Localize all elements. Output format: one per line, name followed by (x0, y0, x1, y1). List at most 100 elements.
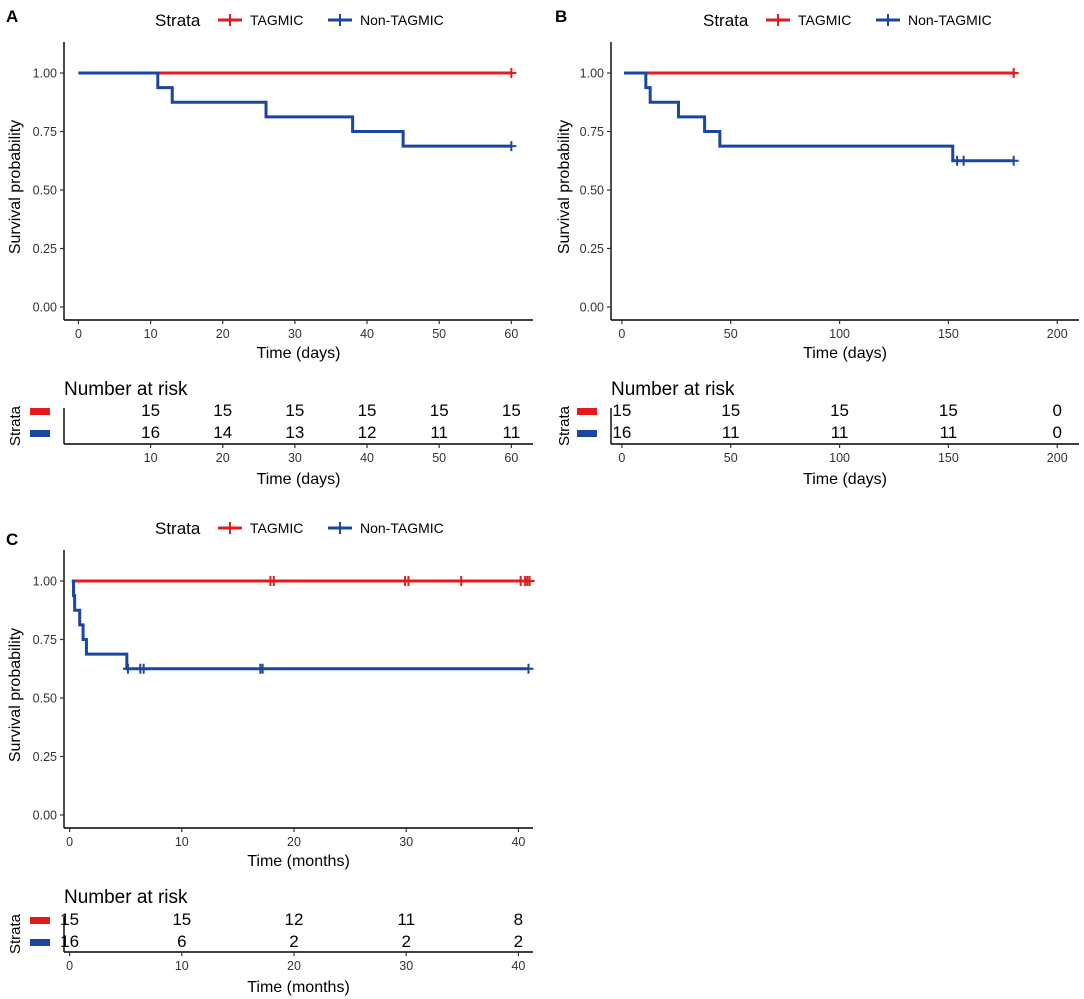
risk-x-tick-label: 50 (724, 451, 738, 465)
risk-strata-label: Strata (556, 405, 573, 446)
risk-x-tick-label: 20 (216, 451, 230, 465)
panel-letter: B (555, 7, 567, 26)
risk-count: 15 (502, 401, 521, 420)
risk-x-tick-label: 0 (618, 451, 625, 465)
risk-x-tick-label: 0 (66, 959, 73, 973)
risk-count: 15 (939, 401, 958, 420)
x-tick-label: 30 (399, 835, 413, 849)
risk-x-axis-title: Time (days) (257, 471, 341, 488)
risk-count: 15 (172, 910, 191, 929)
y-tick-label: 0.50 (33, 692, 57, 706)
legend-title: Strata (155, 11, 201, 30)
y-tick-label: 1.00 (33, 67, 57, 81)
panel-c: C Strata TAGMIC Non-TAGMIC 0.00 0.25 0.50 0.75 1… (6, 519, 535, 996)
risk-count: 15 (285, 401, 304, 420)
risk-row-key-tagmic (30, 408, 50, 415)
x-tick-label: 40 (511, 835, 525, 849)
y-tick-label: 0.50 (33, 184, 57, 198)
risk-count: 15 (612, 401, 631, 420)
legend-key-tagmic (766, 14, 790, 26)
legend-key-tagmic (218, 522, 242, 534)
y-tick-label: 1.00 (580, 67, 604, 81)
legend-label: Non-TAGMIC (360, 520, 444, 536)
risk-x-tick-label: 40 (360, 451, 374, 465)
risk-count: 12 (358, 423, 377, 442)
y-tick-label: 0.25 (580, 242, 604, 256)
y-tick-label: 0.50 (580, 184, 604, 198)
risk-count: 2 (514, 932, 523, 951)
legend-label: Non-TAGMIC (360, 12, 444, 28)
legend-title: Strata (155, 519, 201, 538)
risk-row-key-non-tagmic (30, 430, 50, 437)
risk-x-tick-label: 20 (287, 959, 301, 973)
x-tick-label: 0 (75, 327, 82, 341)
risk-count: 6 (177, 932, 186, 951)
risk-count: 16 (612, 423, 631, 442)
risk-x-tick-label: 60 (504, 451, 518, 465)
legend-key-non-tagmic (876, 14, 900, 26)
risk-x-tick-label: 150 (938, 451, 959, 465)
risk-x-tick-label: 200 (1047, 451, 1068, 465)
risk-count: 0 (1052, 423, 1061, 442)
y-tick-label: 0.25 (33, 242, 57, 256)
risk-count: 15 (430, 401, 449, 420)
risk-strata-label: Strata (7, 913, 24, 954)
y-tick-label: 0.75 (33, 125, 57, 139)
x-axis-title: Time (days) (803, 345, 887, 362)
risk-count: 15 (358, 401, 377, 420)
risk-count: 16 (141, 423, 160, 442)
legend-key-non-tagmic (328, 14, 352, 26)
x-tick-label: 30 (288, 327, 302, 341)
risk-count: 14 (213, 423, 232, 442)
x-tick-label: 60 (504, 327, 518, 341)
legend-key-non-tagmic (328, 522, 352, 534)
x-tick-label: 100 (829, 327, 850, 341)
risk-table-title: Number at risk (64, 887, 188, 908)
y-tick-label: 0.75 (33, 633, 57, 647)
risk-count: 2 (289, 932, 298, 951)
risk-x-tick-label: 40 (511, 959, 525, 973)
legend-label: Non-TAGMIC (908, 12, 992, 28)
risk-count: 13 (285, 423, 304, 442)
x-tick-label: 0 (66, 835, 73, 849)
y-tick-label: 0.00 (580, 301, 604, 315)
risk-count: 0 (1052, 401, 1061, 420)
panel-a: A Strata TAGMIC Non-TAGMIC 0.00 0.25 0.50 0.75 1… (6, 7, 533, 488)
risk-count: 2 (401, 932, 410, 951)
x-axis-title: Time (days) (257, 345, 341, 362)
panel-letter: A (6, 7, 18, 26)
risk-count: 11 (940, 423, 958, 442)
x-axis-title: Time (months) (247, 853, 350, 870)
legend-label: TAGMIC (250, 520, 303, 536)
survival-curve-non-tagmic (71, 579, 529, 671)
risk-count: 11 (831, 423, 849, 442)
legend-title: Strata (703, 11, 749, 30)
legend-key-tagmic (218, 14, 242, 26)
risk-count: 8 (514, 910, 523, 929)
risk-x-tick-label: 10 (175, 959, 189, 973)
risk-x-tick-label: 30 (399, 959, 413, 973)
risk-strata-label: Strata (7, 405, 24, 446)
x-tick-label: 20 (287, 835, 301, 849)
x-tick-label: 10 (144, 327, 158, 341)
risk-count: 15 (721, 401, 740, 420)
risk-row-key-tagmic (577, 408, 597, 415)
panel-b: B Strata TAGMIC Non-TAGMIC 0.00 0.25 0.50 0.75 1… (555, 7, 1079, 488)
risk-row-key-tagmic (30, 917, 50, 924)
risk-x-tick-label: 100 (829, 451, 850, 465)
y-axis-title: Survival probability (556, 120, 573, 254)
risk-x-axis-title: Time (months) (247, 979, 350, 996)
risk-count: 15 (213, 401, 232, 420)
risk-x-tick-label: 50 (432, 451, 446, 465)
y-tick-label: 0.75 (580, 125, 604, 139)
x-tick-label: 0 (618, 327, 625, 341)
risk-row-key-non-tagmic (577, 430, 597, 437)
risk-count: 12 (285, 910, 304, 929)
legend-label: TAGMIC (250, 12, 303, 28)
y-tick-label: 1.00 (33, 575, 57, 589)
survival-curve-non-tagmic (78, 71, 512, 148)
risk-count: 11 (503, 423, 521, 442)
risk-x-axis-title: Time (days) (803, 471, 887, 488)
y-tick-label: 0.00 (33, 301, 57, 315)
